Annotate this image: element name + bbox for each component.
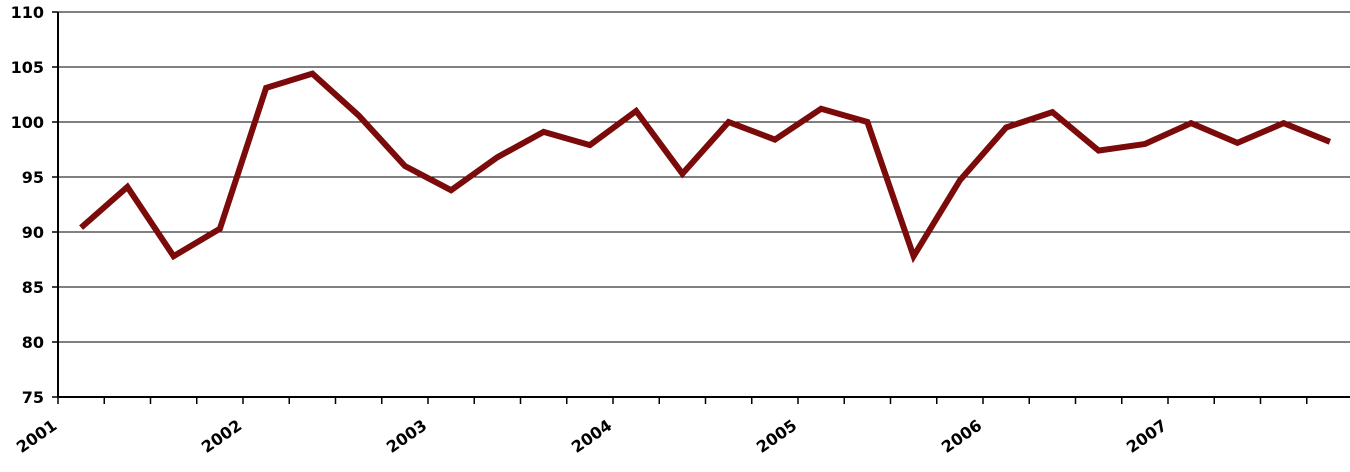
x-tick-label: 2002 — [198, 416, 245, 457]
y-tick-label: 100 — [11, 113, 44, 132]
y-axis: 75 80 85 90 95 100 105 110 — [11, 3, 59, 407]
x-tick-label: 2006 — [938, 416, 985, 457]
x-axis: 2001 2002 2003 2004 2005 2006 2007 — [13, 396, 1350, 457]
y-tick-label: 90 — [22, 223, 44, 242]
x-tick-label: 2001 — [13, 416, 60, 457]
y-tick-label: 75 — [22, 388, 44, 407]
y-tick-label: 95 — [22, 168, 44, 187]
x-tick-label: 2005 — [753, 416, 800, 457]
x-tick-label: 2003 — [383, 416, 430, 457]
y-tick-label: 85 — [22, 278, 44, 297]
y-tick-label: 110 — [11, 3, 44, 22]
x-tick-label: 2007 — [1123, 416, 1170, 457]
y-tick-label: 80 — [22, 333, 44, 352]
grid-lines — [58, 11, 1350, 343]
series-line-0 — [79, 70, 1332, 264]
y-tick-label: 105 — [11, 58, 44, 77]
x-tick-label: 2004 — [568, 416, 615, 457]
series-layer — [79, 70, 1332, 264]
